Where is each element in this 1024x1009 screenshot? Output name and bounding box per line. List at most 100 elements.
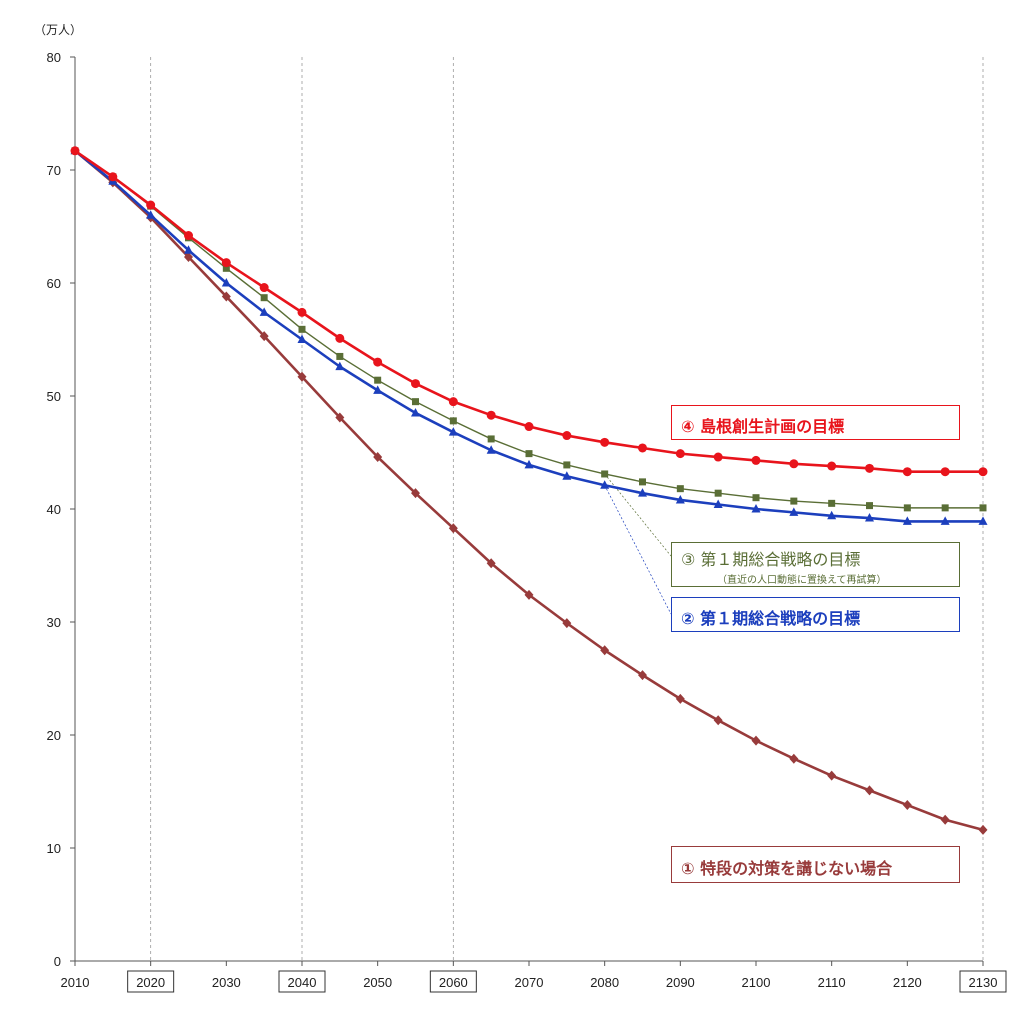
chart-grid (150, 57, 984, 961)
data-point (563, 461, 571, 469)
y-tick-label: 80 (47, 50, 61, 65)
y-tick-label: 20 (47, 728, 61, 743)
legend-leader-lines (604, 473, 672, 615)
data-point (713, 499, 723, 508)
data-point (713, 452, 723, 462)
data-point (146, 200, 156, 210)
data-point (259, 283, 269, 293)
x-tick-label: 2120 (893, 975, 922, 990)
data-point (903, 504, 911, 512)
x-tick-label: 2070 (515, 975, 544, 990)
data-point (865, 463, 874, 473)
data-point (789, 753, 799, 764)
data-point (184, 245, 193, 254)
data-point (373, 452, 383, 463)
data-point (184, 252, 193, 263)
data-point (600, 437, 610, 447)
legend-box-series-4: ④ 島根創生計画の目標 (671, 405, 960, 440)
data-point (411, 407, 420, 417)
chart-series (70, 145, 988, 835)
data-point (675, 693, 685, 704)
data-point (600, 480, 610, 489)
y-tick-label: 10 (47, 841, 61, 856)
x-tick-label: 2100 (742, 975, 771, 990)
legend-label-series-4: ④ 島根創生計画の目標 (681, 417, 845, 436)
data-point (941, 504, 949, 512)
x-tick-box-2130 (959, 970, 1007, 993)
data-point (828, 499, 836, 507)
data-point (336, 352, 344, 360)
data-point (902, 467, 912, 477)
data-point (297, 371, 307, 382)
data-point (221, 278, 231, 287)
data-point (373, 357, 383, 367)
legend-box-series-3: ③ 第１期総合戦略の目標 （直近の人口動態に置換えて再試算） (671, 542, 960, 587)
x-tick-label: 2110 (818, 975, 846, 990)
data-point (411, 488, 420, 499)
chart-axes (70, 56, 984, 966)
data-point (940, 814, 950, 825)
data-point (259, 331, 269, 342)
data-point (865, 513, 874, 522)
data-point (335, 333, 345, 343)
data-point (448, 427, 458, 436)
x-tick-label: 2050 (363, 975, 392, 990)
data-point (676, 485, 684, 493)
y-tick-label: 70 (47, 163, 61, 178)
x-tick-label: 2060 (439, 975, 468, 990)
series-2 (70, 145, 988, 525)
data-point (789, 507, 799, 516)
x-tick-label: 2040 (288, 975, 317, 990)
data-point (978, 467, 988, 477)
y-tick-label: 30 (47, 615, 61, 630)
data-point (486, 558, 496, 569)
y-tick-label: 60 (47, 276, 61, 291)
data-point (827, 510, 837, 520)
data-point (297, 334, 307, 343)
data-point (827, 770, 837, 781)
x-tick-box-2040 (278, 970, 326, 993)
data-point (978, 824, 988, 835)
data-point (638, 670, 647, 681)
data-point (486, 410, 496, 420)
x-tick-label: 2020 (136, 975, 165, 990)
data-point (902, 516, 912, 525)
x-tick-label: 2080 (590, 975, 619, 990)
data-point (260, 294, 268, 302)
data-point (486, 445, 496, 454)
data-point (979, 504, 987, 512)
data-point (751, 735, 761, 746)
data-point (902, 800, 912, 811)
data-point (297, 307, 307, 317)
series-4 (70, 146, 988, 477)
data-point (524, 459, 534, 469)
data-point (827, 461, 837, 471)
legend-box-series-1: ① 特段の対策を講じない場合 (671, 846, 960, 883)
data-point (978, 516, 988, 525)
legend-label-series-2: ② 第１期総合戦略の目標 (681, 609, 861, 628)
legend-box-series-2: ② 第１期総合戦略の目標 (671, 597, 960, 632)
data-point (221, 291, 231, 302)
data-point (714, 489, 722, 497)
data-point (638, 443, 647, 453)
data-point (146, 210, 156, 219)
data-point (374, 376, 382, 384)
legend-label-series-3: ③ 第１期総合戦略の目標 (681, 550, 861, 569)
data-point (790, 497, 798, 505)
x-tick-label: 2010 (61, 975, 90, 990)
data-point (940, 467, 950, 477)
data-point (638, 488, 647, 497)
data-point (411, 379, 420, 389)
data-point (448, 523, 458, 534)
data-point (866, 502, 873, 510)
y-axis-unit-label: （万人） (34, 23, 82, 37)
y-tick-label: 50 (47, 389, 61, 404)
legend-sublabel-series-3: （直近の人口動態に置換えて再試算） (717, 575, 887, 586)
data-point (675, 494, 685, 504)
data-point (373, 385, 383, 394)
data-point (259, 307, 269, 316)
y-tick-label: 0 (54, 954, 61, 969)
x-tick-box-2060 (429, 970, 477, 993)
